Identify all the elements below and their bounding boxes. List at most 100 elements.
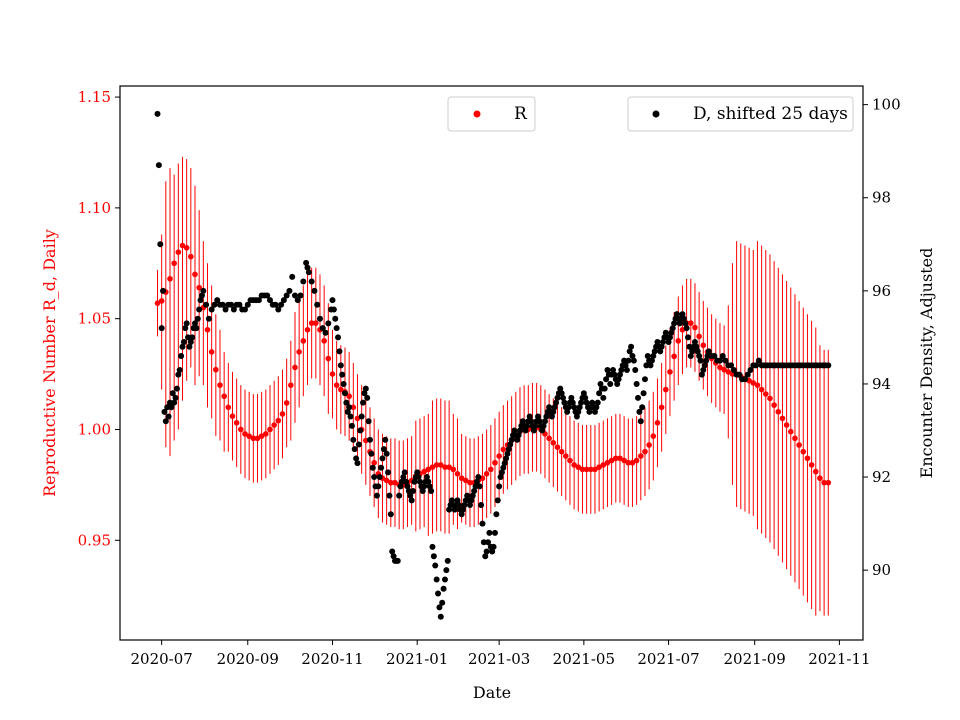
d-point: [443, 567, 450, 574]
d-point: [583, 399, 590, 406]
d-point: [611, 371, 618, 378]
d-point: [689, 348, 696, 355]
d-point: [454, 497, 461, 504]
r-point: [783, 422, 790, 428]
r-point: [292, 364, 298, 371]
d-point: [548, 413, 555, 420]
d-point: [208, 306, 215, 313]
d-point: [169, 390, 176, 397]
d-point: [623, 366, 630, 373]
r-point: [717, 364, 723, 371]
r-point: [392, 479, 398, 486]
d-point: [593, 404, 600, 411]
d-point: [366, 436, 373, 443]
d-point: [679, 311, 686, 318]
d-point: [632, 366, 639, 373]
d-point: [335, 334, 342, 341]
d-point: [515, 432, 522, 439]
d-point: [666, 334, 673, 341]
d-point: [437, 613, 444, 620]
d-point: [493, 511, 500, 518]
d-point: [687, 353, 694, 360]
r-point: [238, 426, 244, 433]
d-point: [378, 464, 385, 471]
y-tick-label-right: 94: [872, 375, 891, 393]
d-point: [314, 301, 321, 308]
d-point: [444, 557, 451, 564]
d-point: [550, 408, 557, 415]
d-point: [604, 366, 611, 373]
r-point: [425, 466, 432, 473]
d-point: [194, 315, 201, 322]
r-point: [646, 442, 652, 448]
d-point: [578, 399, 585, 406]
d-point: [711, 353, 718, 360]
r-point: [458, 475, 465, 482]
d-point: [543, 413, 550, 420]
r-point: [254, 435, 261, 442]
d-point: [825, 362, 832, 369]
d-point: [601, 385, 608, 392]
d-point: [485, 539, 492, 546]
r-point: [812, 468, 819, 475]
d-point: [430, 553, 437, 560]
r-point: [771, 402, 777, 408]
r-point: [421, 468, 427, 475]
d-point: [650, 353, 657, 360]
r-point: [321, 338, 327, 344]
d-point: [297, 292, 304, 299]
d-point: [439, 599, 446, 606]
d-point: [685, 334, 692, 341]
r-point: [242, 431, 248, 437]
d-point: [747, 366, 754, 373]
x-tick-label: 2020-11: [301, 650, 363, 668]
x-tick-label: 2021-03: [468, 650, 530, 668]
d-point: [560, 394, 567, 401]
d-point: [405, 488, 412, 495]
d-point: [432, 562, 439, 569]
d-point: [358, 413, 365, 420]
d-point: [373, 492, 380, 499]
d-point: [541, 418, 548, 425]
d-point: [701, 362, 708, 369]
d-point: [203, 301, 210, 308]
d-point: [350, 436, 357, 443]
d-point: [385, 469, 392, 476]
r-point: [488, 466, 494, 473]
d-point: [668, 329, 675, 336]
r-point: [346, 393, 352, 400]
d-point: [480, 539, 487, 546]
d-point: [351, 446, 358, 453]
d-point: [289, 273, 296, 280]
d-point: [219, 301, 226, 308]
d-point: [569, 399, 576, 406]
d-point: [394, 557, 401, 564]
d-point: [736, 371, 743, 378]
r-point: [171, 260, 177, 267]
d-point: [676, 320, 683, 327]
r-point: [804, 455, 811, 462]
r-point: [650, 433, 657, 439]
d-point: [172, 394, 179, 401]
r-point: [621, 457, 627, 464]
r-point: [438, 462, 444, 468]
r-point: [546, 435, 552, 442]
d-point: [728, 362, 735, 369]
d-point: [719, 353, 726, 360]
r-point: [696, 333, 702, 340]
d-point: [540, 422, 547, 429]
y-tick-label-left: 1.10: [78, 199, 111, 217]
d-point: [654, 339, 661, 346]
d-point: [561, 399, 568, 406]
d-point: [568, 394, 575, 401]
d-point: [291, 292, 298, 299]
d-point: [362, 385, 369, 392]
d-point: [435, 590, 442, 597]
axes: 2020-07 2020-09 2020-11 2021-01 2021-03 2021-…: [78, 88, 901, 668]
d-point: [730, 366, 737, 373]
d-point: [375, 483, 382, 490]
d-point: [564, 408, 571, 415]
d-point: [473, 478, 480, 485]
d-point: [214, 297, 221, 304]
d-point: [421, 483, 428, 490]
